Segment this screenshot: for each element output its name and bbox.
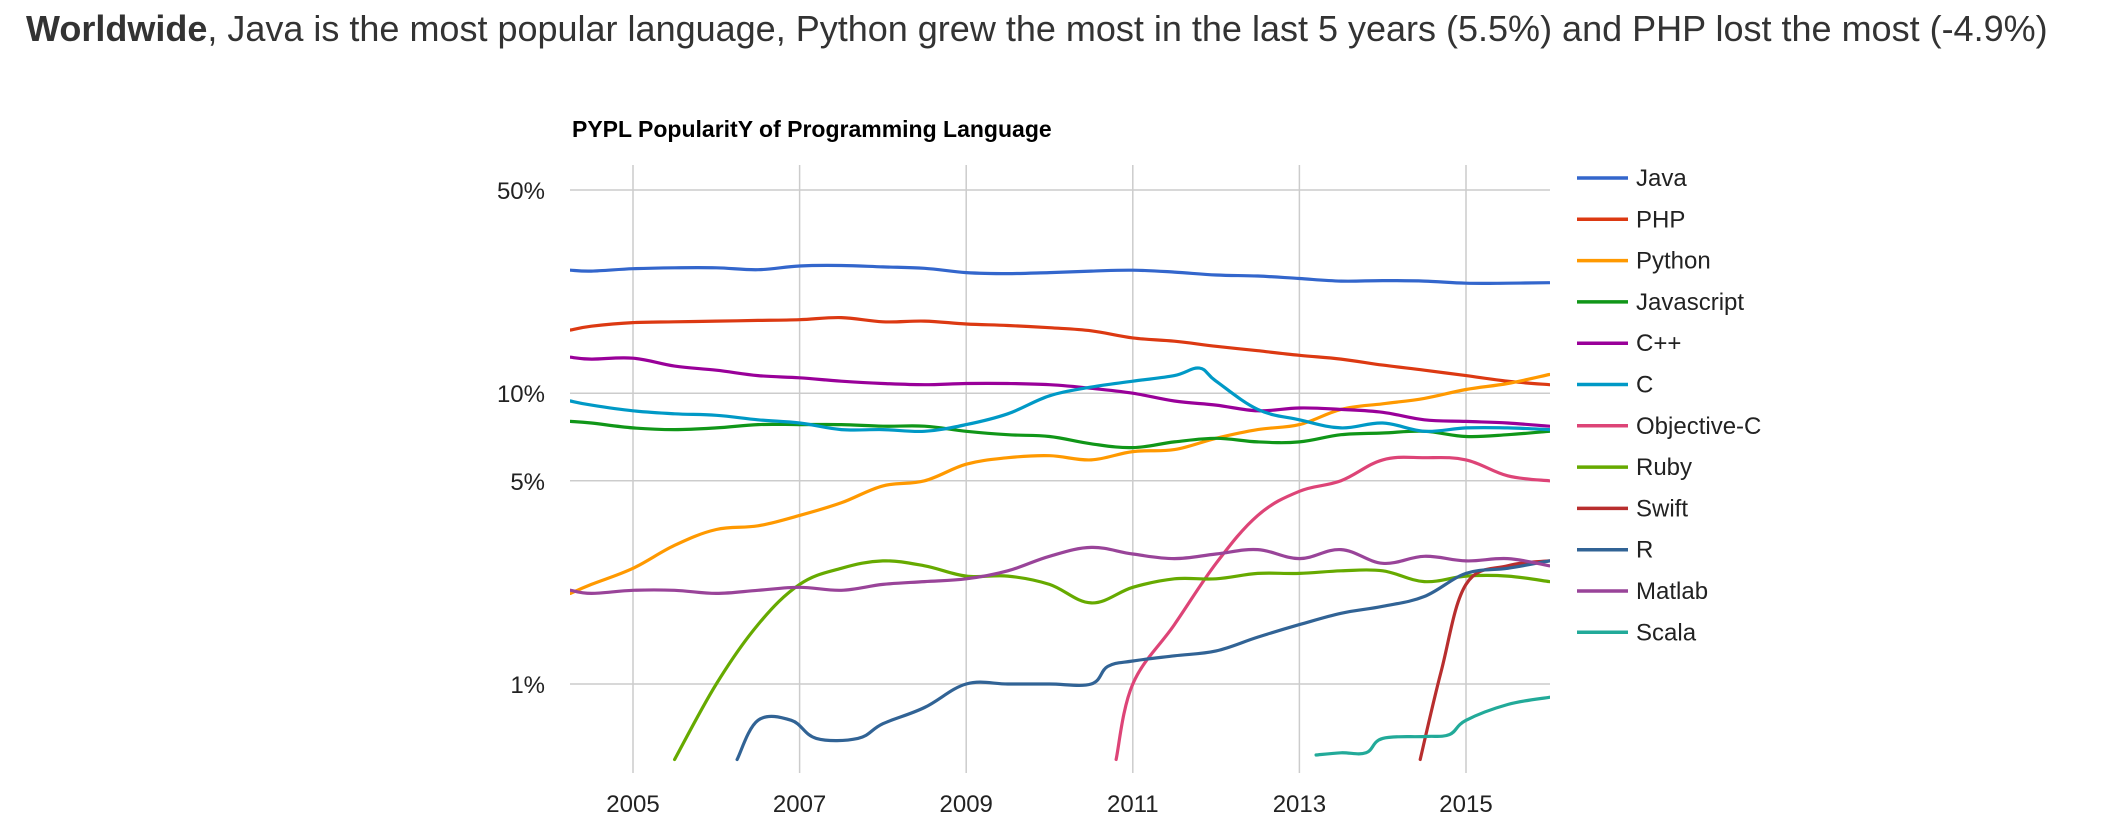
series-line-swift	[1418, 559, 1550, 762]
legend-label-scala: Scala	[1636, 619, 1697, 646]
series-line-java	[570, 263, 1550, 286]
y-tick-label: 10%	[497, 381, 545, 408]
headline-bold: Worldwide	[26, 8, 208, 49]
series-line-r	[735, 559, 1550, 762]
x-tick-label: 2009	[940, 791, 993, 818]
legend-label-ruby: Ruby	[1636, 454, 1692, 481]
x-tick-label: 2011	[1107, 791, 1159, 818]
chart-series	[570, 263, 1550, 762]
series-line-objective-c	[1114, 455, 1550, 762]
series-line-python	[570, 372, 1550, 595]
legend-label-r: R	[1636, 537, 1653, 564]
legend-label-swift: Swift	[1636, 495, 1688, 522]
legend-label-java: Java	[1636, 165, 1687, 192]
headline-text: , Java is the most popular language, Pyt…	[207, 8, 2048, 49]
chart-axis-labels: 50% 10% 5% 1% 2005 2007 2009 2011 2013 2015	[497, 178, 1493, 818]
legend-label-objective-c: Objective-C	[1636, 413, 1761, 440]
series-line-cpp	[570, 355, 1550, 428]
legend-label-javascript: Javascript	[1636, 289, 1744, 316]
series-line-javascript	[570, 419, 1550, 450]
chart-title: PYPL PopularitY of Programming Language	[572, 116, 1052, 142]
y-tick-label: 5%	[510, 469, 545, 496]
x-tick-label: 2013	[1273, 791, 1326, 818]
x-tick-label: 2015	[1439, 791, 1492, 818]
series-line-ruby	[673, 559, 1550, 762]
y-tick-label: 1%	[510, 672, 545, 699]
series-line-matlab	[570, 545, 1550, 595]
legend-label-cpp: C++	[1636, 330, 1681, 357]
headline: Worldwide, Java is the most popular lang…	[26, 8, 2048, 50]
y-tick-label: 50%	[497, 178, 545, 205]
legend-label-matlab: Matlab	[1636, 578, 1708, 605]
x-tick-label: 2007	[773, 791, 826, 818]
series-line-scala	[1314, 695, 1550, 757]
x-tick-label: 2005	[606, 791, 659, 818]
legend-label-python: Python	[1636, 248, 1711, 275]
legend-label-php: PHP	[1636, 206, 1685, 233]
series-line-php	[570, 315, 1550, 387]
legend-label-c: C	[1636, 372, 1653, 399]
chart-legend: Java PHP Python Javascript C++ C Objective-C Ru…	[1577, 165, 1761, 646]
series-line-c	[570, 366, 1550, 434]
